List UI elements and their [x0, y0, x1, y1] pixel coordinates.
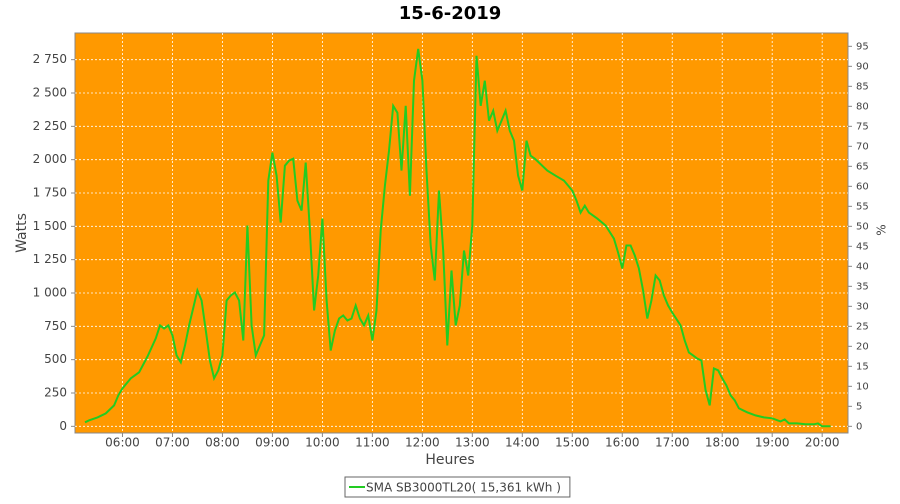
y-tick-label: 1 750	[33, 186, 67, 200]
y2-tick-label: 50	[856, 221, 869, 232]
x-tick-label: 18:00	[705, 436, 740, 450]
x-tick-label: 17:00	[655, 436, 690, 450]
y2-tick-label: 75	[856, 121, 869, 132]
x-tick-label: 08:00	[205, 436, 240, 450]
y2-tick-label: 5	[856, 401, 862, 412]
x-tick-label: 09:00	[255, 436, 290, 450]
y-tick-label: 0	[59, 419, 67, 433]
y2-tick-label: 0	[856, 421, 862, 432]
y-tick-label: 2 750	[33, 52, 67, 66]
x-tick-label: 07:00	[155, 436, 190, 450]
y-tick-label: 1 000	[33, 286, 67, 300]
x-axis-label: Heures	[425, 452, 474, 468]
x-tick-label: 10:00	[305, 436, 340, 450]
x-tick-label: 16:00	[605, 436, 640, 450]
y2-tick-label: 40	[856, 261, 869, 272]
legend-box	[344, 476, 571, 498]
legend: SMA SB3000TL20( 15,361 kWh )	[344, 476, 571, 498]
y-tick-label: 500	[44, 352, 67, 366]
y-tick-label: 1 500	[33, 219, 67, 233]
y2-tick-label: 55	[856, 201, 869, 212]
y-tick-label: 1 250	[33, 252, 67, 266]
plot-background	[74, 32, 849, 434]
y2-axis-label: %	[875, 224, 889, 235]
x-tick-label: 13:00	[455, 436, 490, 450]
y2-tick-label: 85	[856, 81, 869, 92]
chart-title: 15-6-2019	[399, 3, 502, 24]
y-axis-label: Watts	[14, 213, 30, 253]
y2-tick-label: 80	[856, 101, 869, 112]
y-tick-label: 2 000	[33, 152, 67, 166]
y2-tick-label: 45	[856, 241, 869, 252]
y2-tick-label: 70	[856, 141, 869, 152]
y2-tick-label: 65	[856, 161, 869, 172]
y2-tick-label: 30	[856, 301, 869, 312]
y-tick-label: 250	[44, 386, 67, 400]
y-tick-label: 750	[44, 319, 67, 333]
y-tick-label: 2 250	[33, 119, 67, 133]
data-line	[84, 48, 831, 428]
y2-tick-label: 10	[856, 381, 869, 392]
x-tick-label: 06:00	[105, 436, 140, 450]
y2-tick-label: 90	[856, 61, 869, 72]
x-tick-label: 19:00	[755, 436, 790, 450]
x-tick-label: 20:00	[805, 436, 840, 450]
y2-tick-label: 20	[856, 341, 869, 352]
y2-tick-label: 25	[856, 321, 869, 332]
x-tick-label: 15:00	[555, 436, 590, 450]
y2-tick-label: 15	[856, 361, 869, 372]
y-tick-label: 2 500	[33, 86, 67, 100]
y2-tick-label: 35	[856, 281, 869, 292]
x-tick-label: 11:00	[355, 436, 390, 450]
x-tick-label: 12:00	[405, 436, 440, 450]
y2-tick-label: 60	[856, 181, 869, 192]
y2-tick-label: 95	[856, 41, 869, 52]
legend-label: SMA SB3000TL20( 15,361 kWh )	[366, 481, 561, 495]
x-tick-label: 14:00	[505, 436, 540, 450]
